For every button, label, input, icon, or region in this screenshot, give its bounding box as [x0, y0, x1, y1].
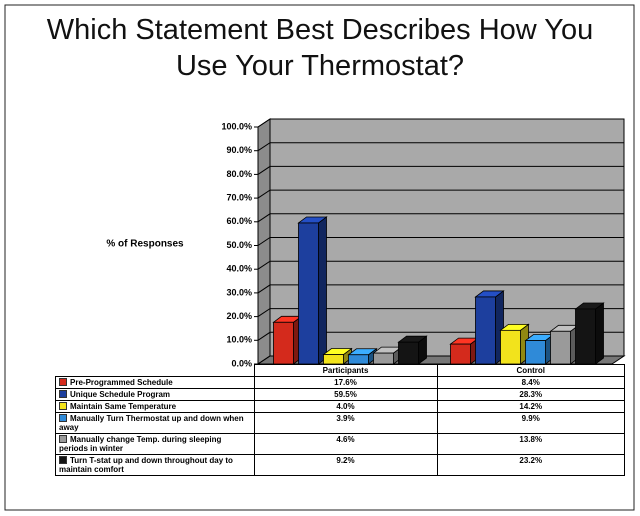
legend-cell: Manually change Temp. during sleeping pe… [55, 433, 255, 455]
legend-label: Pre-Programmed Schedule [70, 378, 173, 387]
corner-cell [56, 365, 255, 377]
bar [323, 354, 344, 365]
grid-line [257, 213, 624, 223]
table-row: Unique Schedule Program 59.5% 28.3% [55, 388, 625, 401]
legend-swatch [59, 414, 67, 422]
bar [450, 343, 471, 365]
y-tick-label: 30.0% [226, 287, 252, 297]
bar [525, 340, 546, 365]
legend-label: Manually Turn Thermostat up and down whe… [59, 414, 244, 432]
table-row: Manually Turn Thermostat up and down whe… [55, 412, 625, 434]
legend-cell: Maintain Same Temperature [55, 400, 255, 413]
value-label: 17.6% [253, 376, 438, 389]
bar [575, 308, 596, 365]
y-tick-label: 60.0% [226, 216, 252, 226]
value-label: 28.3% [436, 388, 625, 401]
data-table: Participants Control Pre-Programmed Schedu… [55, 364, 625, 476]
grid-line [257, 284, 624, 294]
value-label: 3.9% [253, 412, 438, 434]
bar [398, 341, 419, 365]
y-tick-label: 40.0% [226, 264, 252, 274]
bar [298, 222, 319, 365]
value-label: 9.2% [253, 454, 438, 476]
y-tick-label: 20.0% [226, 311, 252, 321]
value-label: 9.9% [436, 412, 625, 434]
legend-cell: Turn T-stat up and down throughout day t… [55, 454, 255, 476]
legend-label: Turn T-stat up and down throughout day t… [59, 456, 233, 474]
legend-swatch [59, 378, 67, 386]
category-label: Control [436, 364, 625, 377]
frame [4, 4, 635, 511]
value-label: 59.5% [253, 388, 438, 401]
value-label: 13.8% [436, 433, 625, 455]
legend-swatch [59, 435, 67, 443]
legend-swatch [59, 402, 67, 410]
y-tick-label: 70.0% [226, 192, 252, 202]
y-tick-label: 90.0% [226, 145, 252, 155]
bar [373, 352, 394, 365]
legend-label: Maintain Same Temperature [70, 402, 177, 411]
value-label: 23.2% [436, 454, 625, 476]
legend-cell: Manually Turn Thermostat up and down whe… [55, 412, 255, 434]
grid-line [257, 237, 624, 246]
grid-line [257, 165, 624, 175]
legend-swatch [59, 456, 67, 464]
legend-swatch [59, 390, 67, 398]
y-tick-label: 100.0% [221, 121, 252, 131]
grid-line [257, 260, 624, 270]
header-row: Participants Control [56, 364, 625, 377]
y-tick-label: 0.0% [231, 358, 252, 368]
grid-line [257, 142, 624, 152]
value-label: 4.0% [253, 400, 438, 413]
table-row: Manually change Temp. during sleeping pe… [55, 433, 625, 455]
bar-side [318, 216, 327, 365]
value-label: 14.2% [436, 400, 625, 413]
bar [550, 330, 571, 365]
grid-line [257, 189, 624, 199]
bar [475, 296, 496, 365]
table-row: Pre-Programmed Schedule 17.6% 8.4% [55, 376, 625, 389]
table-row: Turn T-stat up and down throughout day t… [55, 454, 625, 476]
legend-cell: Unique Schedule Program [55, 388, 255, 401]
table-row: Maintain Same Temperature 4.0% 14.2% [55, 400, 625, 413]
grid-line [257, 118, 624, 128]
bar [500, 329, 521, 365]
grid-line [257, 308, 624, 318]
bar-side [595, 302, 604, 365]
y-tick-label: 50.0% [226, 240, 252, 250]
value-label: 8.4% [436, 376, 625, 389]
legend-label: Manually change Temp. during sleeping pe… [59, 435, 222, 453]
y-axis-label: % of Responses [106, 239, 184, 250]
legend-label: Unique Schedule Program [70, 390, 171, 399]
bar [348, 354, 369, 365]
y-tick-label: 10.0% [226, 335, 252, 345]
chart-title: Which Statement Best Describes How You U… [46, 14, 594, 82]
value-label: 4.6% [253, 433, 438, 455]
table-body: Participants Control Pre-Programmed Schedu… [55, 364, 625, 476]
y-tick-label: 80.0% [226, 169, 252, 179]
legend-cell: Pre-Programmed Schedule [55, 376, 255, 389]
category-label: Participants [253, 364, 438, 377]
bar [273, 321, 294, 365]
